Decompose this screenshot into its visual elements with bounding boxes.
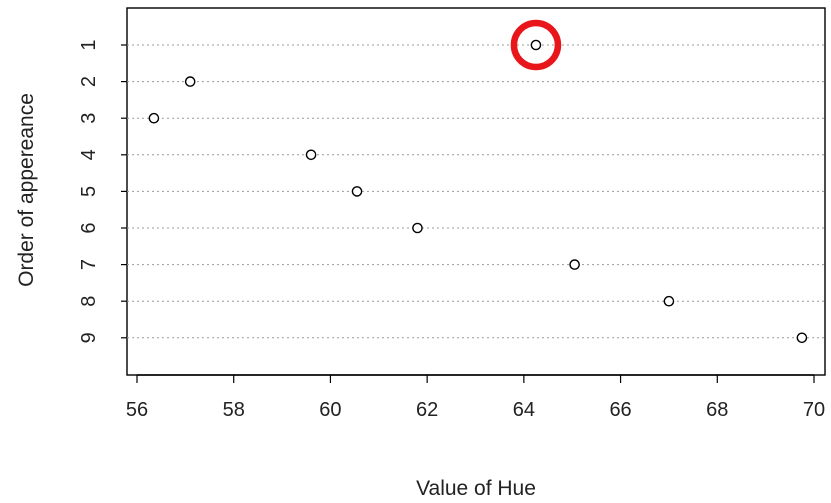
data-point	[148, 112, 160, 124]
y-axis-title: Order of appereance	[15, 93, 38, 287]
x-tick-label: 66	[609, 399, 631, 421]
x-tick-label: 64	[513, 399, 535, 421]
y-tick-label: 3	[78, 113, 100, 124]
x-tick-label: 62	[416, 399, 438, 421]
x-tick-label: 58	[223, 399, 245, 421]
y-tick-label: 5	[78, 186, 100, 197]
x-tick-label: 56	[126, 399, 148, 421]
y-tick-label: 9	[78, 332, 100, 343]
data-point	[663, 295, 675, 307]
y-tick-label: 8	[78, 296, 100, 307]
highlight-ring-group	[510, 19, 562, 71]
y-tick-label: 7	[78, 259, 100, 270]
y-tick-label: 2	[78, 76, 100, 87]
data-point	[351, 186, 363, 197]
data-point	[305, 149, 317, 161]
x-tick-label: 68	[706, 399, 728, 421]
data-point	[796, 332, 808, 344]
x-axis: 56 58 60 62 64 66 68 70	[126, 374, 825, 421]
x-tick-label: 70	[803, 399, 825, 421]
data-point	[569, 259, 580, 270]
y-axis: 1 2 3 4 5 6 7 8 9	[78, 39, 127, 343]
y-tick-label: 4	[78, 149, 100, 160]
x-tick-label: 60	[319, 399, 341, 421]
data-points	[148, 39, 808, 344]
highlight-ring	[510, 19, 562, 71]
data-point	[184, 76, 196, 87]
data-point	[530, 39, 542, 51]
grid-lines	[127, 44, 825, 339]
y-tick-label: 6	[78, 222, 100, 233]
x-axis-title: Value of Hue	[416, 477, 536, 500]
y-tick-label: 1	[78, 39, 100, 50]
plot-border	[126, 7, 826, 376]
data-point	[412, 222, 423, 234]
